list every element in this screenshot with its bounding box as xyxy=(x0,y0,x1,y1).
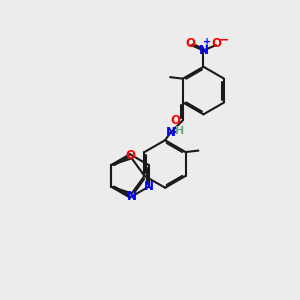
Text: N: N xyxy=(165,126,176,139)
Text: H: H xyxy=(175,126,184,136)
Text: −: − xyxy=(218,33,229,46)
Text: O: O xyxy=(170,114,180,127)
Text: O: O xyxy=(185,38,195,50)
Text: N: N xyxy=(199,44,208,57)
Text: N: N xyxy=(144,180,154,193)
Text: O: O xyxy=(212,38,222,50)
Text: +: + xyxy=(203,37,211,47)
Text: N: N xyxy=(127,190,137,203)
Text: O: O xyxy=(126,149,136,162)
